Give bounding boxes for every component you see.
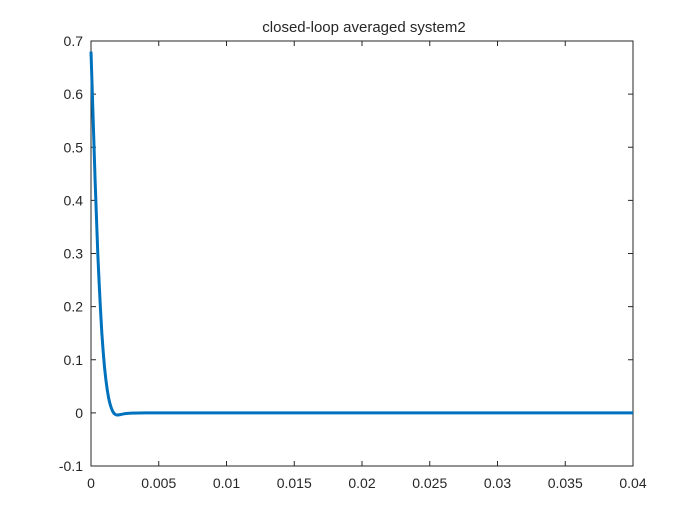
plot-area: 0 0.005 0.01 0.015 0.02 0.025 0.03 0.035 0.04 -0.… xyxy=(59,33,647,491)
x-tick-label-3: 0.015 xyxy=(277,475,312,491)
x-tick-label-8: 0.04 xyxy=(619,475,646,491)
x-tick-label-6: 0.03 xyxy=(484,475,511,491)
y-tick-label-0: -0.1 xyxy=(59,458,83,474)
y-tick-label-5: 0.4 xyxy=(64,192,84,208)
y-tick-label-8: 0.7 xyxy=(64,33,84,49)
x-tick-label-2: 0.01 xyxy=(213,475,240,491)
chart-title: closed-loop averaged system2 xyxy=(262,19,465,36)
x-tick-label-7: 0.035 xyxy=(548,475,583,491)
x-tick-label-4: 0.02 xyxy=(348,475,375,491)
y-tick-label-6: 0.5 xyxy=(64,139,84,155)
y-tick-label-1: 0 xyxy=(75,405,83,421)
x-tick-label-0: 0 xyxy=(87,475,95,491)
y-tick-label-7: 0.6 xyxy=(64,86,84,102)
y-tick-label-2: 0.1 xyxy=(64,352,84,368)
series-line-0 xyxy=(89,51,633,417)
y-tick-label-4: 0.3 xyxy=(64,246,84,262)
x-tick-label-5: 0.025 xyxy=(412,475,447,491)
x-tick-label-1: 0.005 xyxy=(141,475,176,491)
y-tick-label-3: 0.2 xyxy=(64,299,84,315)
